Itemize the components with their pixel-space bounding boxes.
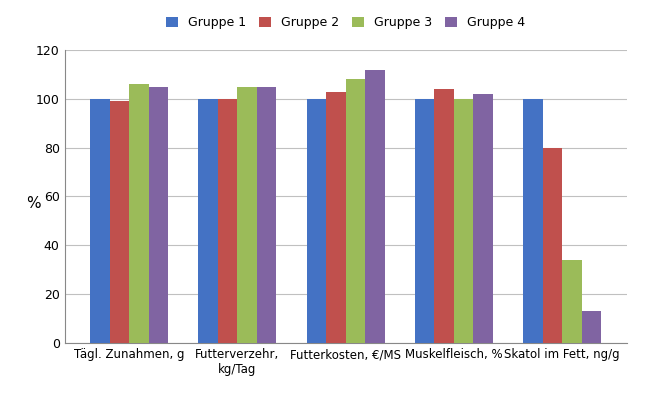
Bar [523,99,543,343]
Bar [326,92,346,343]
Bar [90,99,110,343]
Bar [415,99,434,343]
Bar [434,89,454,343]
Bar [257,87,276,343]
Bar [454,99,474,343]
Bar [237,87,257,343]
Legend: Gruppe 1, Gruppe 2, Gruppe 3, Gruppe 4: Gruppe 1, Gruppe 2, Gruppe 3, Gruppe 4 [162,13,529,33]
Bar [198,99,218,343]
Bar [218,99,237,343]
Bar [346,79,365,343]
Bar [149,87,168,343]
Bar [581,311,601,343]
Bar [307,99,326,343]
Bar [110,102,129,343]
Bar [129,84,149,343]
Bar [562,260,581,343]
Bar [474,94,493,343]
Y-axis label: %: % [26,196,41,212]
Bar [365,70,384,343]
Bar [543,148,562,343]
